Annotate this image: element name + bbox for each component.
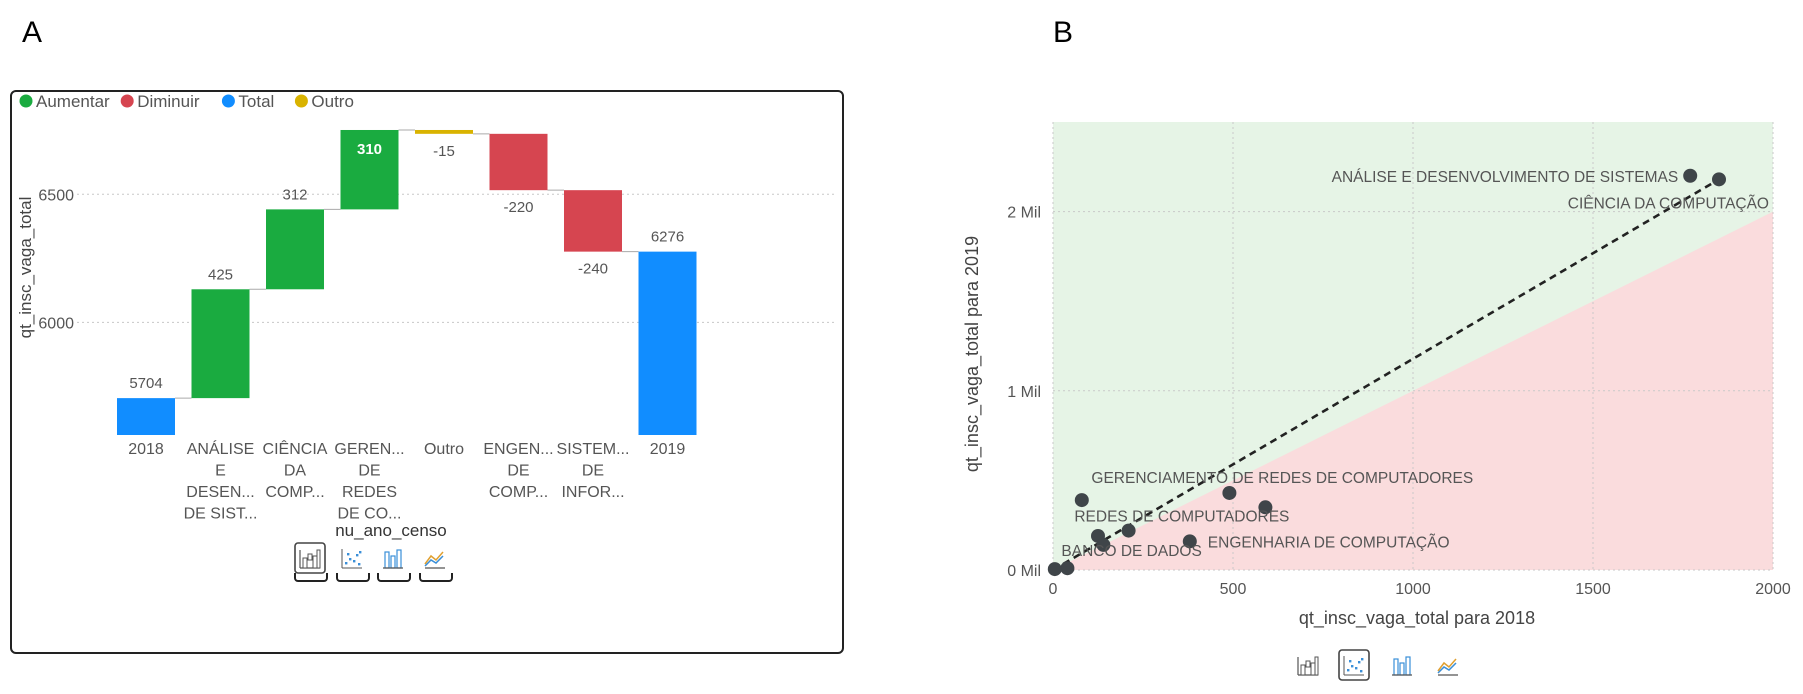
waterfall-chart-card[interactable]: Aumentar Diminuir Total Outro 6000 6500 qt_ins…	[10, 90, 844, 654]
panel-label-a: A	[22, 16, 43, 49]
x-tick-label: 1000	[1395, 581, 1431, 598]
tab-underline	[294, 573, 328, 582]
legend-label: Total	[238, 92, 274, 111]
data-label: 6276	[651, 229, 684, 246]
x-tick-label: ANÁLISE E DESEN... DE SIST...	[184, 439, 258, 523]
waterfall-bar[interactable]	[117, 398, 175, 435]
legend-marker	[221, 94, 235, 108]
column-chart-icon[interactable]	[1392, 656, 1412, 676]
data-point[interactable]	[1258, 500, 1273, 515]
waterfall-legend: Aumentar Diminuir Total Outro	[19, 92, 354, 111]
data-point[interactable]	[1712, 172, 1726, 187]
legend-marker	[19, 94, 33, 108]
point-label: REDES DE COMPUTADORES	[1074, 508, 1289, 525]
data-point[interactable]	[1096, 537, 1111, 552]
waterfall-bar[interactable]	[489, 133, 548, 191]
y-tick-label: 1 Mil	[1007, 384, 1041, 401]
x-tick-label: ENGEN... DE COMP...	[483, 441, 553, 501]
y-axis-title: qt_insc_vaga_total	[16, 197, 35, 339]
legend-marker	[294, 94, 308, 108]
y-tick-label: 6500	[38, 187, 74, 204]
data-point[interactable]	[1047, 562, 1062, 577]
x-tick-label: 2019	[650, 441, 686, 458]
point-label: BANCO DE DADOS	[1061, 543, 1201, 560]
waterfall-chart: Aumentar Diminuir Total Outro 6000 6500qt_ins…	[16, 92, 834, 582]
line-area-chart-icon[interactable]	[424, 551, 445, 569]
x-tick-label: 500	[1220, 581, 1247, 598]
data-label: 5704	[129, 375, 162, 392]
legend-label: Diminuir	[137, 92, 200, 111]
x-tick-label: Outro	[424, 441, 464, 458]
x-tick-label: SISTEM... DE INFOR...	[557, 441, 630, 501]
data-point[interactable]	[1222, 485, 1237, 500]
x-tick-label: 2018	[128, 441, 164, 458]
data-label: 312	[282, 186, 307, 203]
x-tick-label: CIÊNCIA DA COMP...	[263, 439, 328, 501]
scatter-chart-icon[interactable]	[1338, 649, 1370, 681]
column-chart-icon[interactable]	[383, 549, 403, 569]
legend-label: Aumentar	[36, 92, 110, 111]
data-point[interactable]	[1121, 523, 1136, 538]
waterfall-bar[interactable]	[266, 209, 324, 290]
legend-label: Outro	[311, 92, 354, 111]
waterfall-bar[interactable]	[191, 289, 250, 399]
data-point[interactable]	[1060, 561, 1075, 576]
waterfall-bar[interactable]	[638, 251, 697, 435]
y-tick-label: 0 Mil	[1007, 563, 1041, 580]
x-axis-title: nu_ano_censo	[335, 521, 447, 540]
point-label: ANÁLISE E DESENVOLVIMENTO DE SISTEMAS	[1332, 169, 1679, 186]
y-axis-title: qt_insc_vaga_total para 2019	[962, 236, 983, 472]
waterfall-bar[interactable]	[564, 190, 622, 252]
point-label: ENGENHARIA DE COMPUTAÇÃO	[1208, 534, 1450, 551]
line-area-chart-icon[interactable]	[1437, 658, 1458, 676]
data-label: 425	[208, 266, 233, 283]
region-increase	[1053, 122, 1773, 570]
data-point[interactable]	[1182, 534, 1197, 549]
trend-line	[1052, 178, 1720, 572]
scatter-chart-icon[interactable]	[341, 549, 362, 569]
x-tick-label: 0	[1049, 581, 1058, 598]
x-tick-label: 2000	[1755, 581, 1791, 598]
data-point[interactable]	[1074, 493, 1089, 508]
x-tick-label: 1500	[1575, 581, 1611, 598]
data-label: 310	[357, 141, 382, 158]
y-tick-label: 2 Mil	[1007, 205, 1041, 222]
point-label: GERENCIAMENTO DE REDES DE COMPUTADORES	[1091, 470, 1473, 487]
data-label: -15	[433, 143, 455, 160]
panel-label-b: B	[1053, 16, 1074, 49]
region-decrease	[1053, 211, 1773, 570]
y-tick-label: 6000	[38, 315, 74, 332]
tab-underline	[377, 573, 411, 582]
data-label: -220	[503, 199, 533, 216]
data-point[interactable]	[1091, 528, 1105, 543]
data-label: -240	[578, 261, 608, 278]
data-point[interactable]	[1683, 168, 1698, 183]
x-tick-label: GEREN... DE REDES DE CO...	[334, 441, 404, 523]
tab-underline	[336, 573, 370, 582]
waterfall-bar[interactable]	[340, 129, 399, 210]
x-axis-title: qt_insc_vaga_total para 2018	[1299, 608, 1535, 629]
waterfall-chart-icon[interactable]	[1297, 656, 1319, 676]
legend-marker	[120, 94, 134, 108]
waterfall-chart-icon[interactable]	[294, 542, 326, 574]
point-label: CIÊNCIA DA COMPUTAÇÃO	[1568, 195, 1769, 212]
tab-underline	[419, 573, 453, 582]
waterfall-bar[interactable]	[415, 129, 473, 134]
